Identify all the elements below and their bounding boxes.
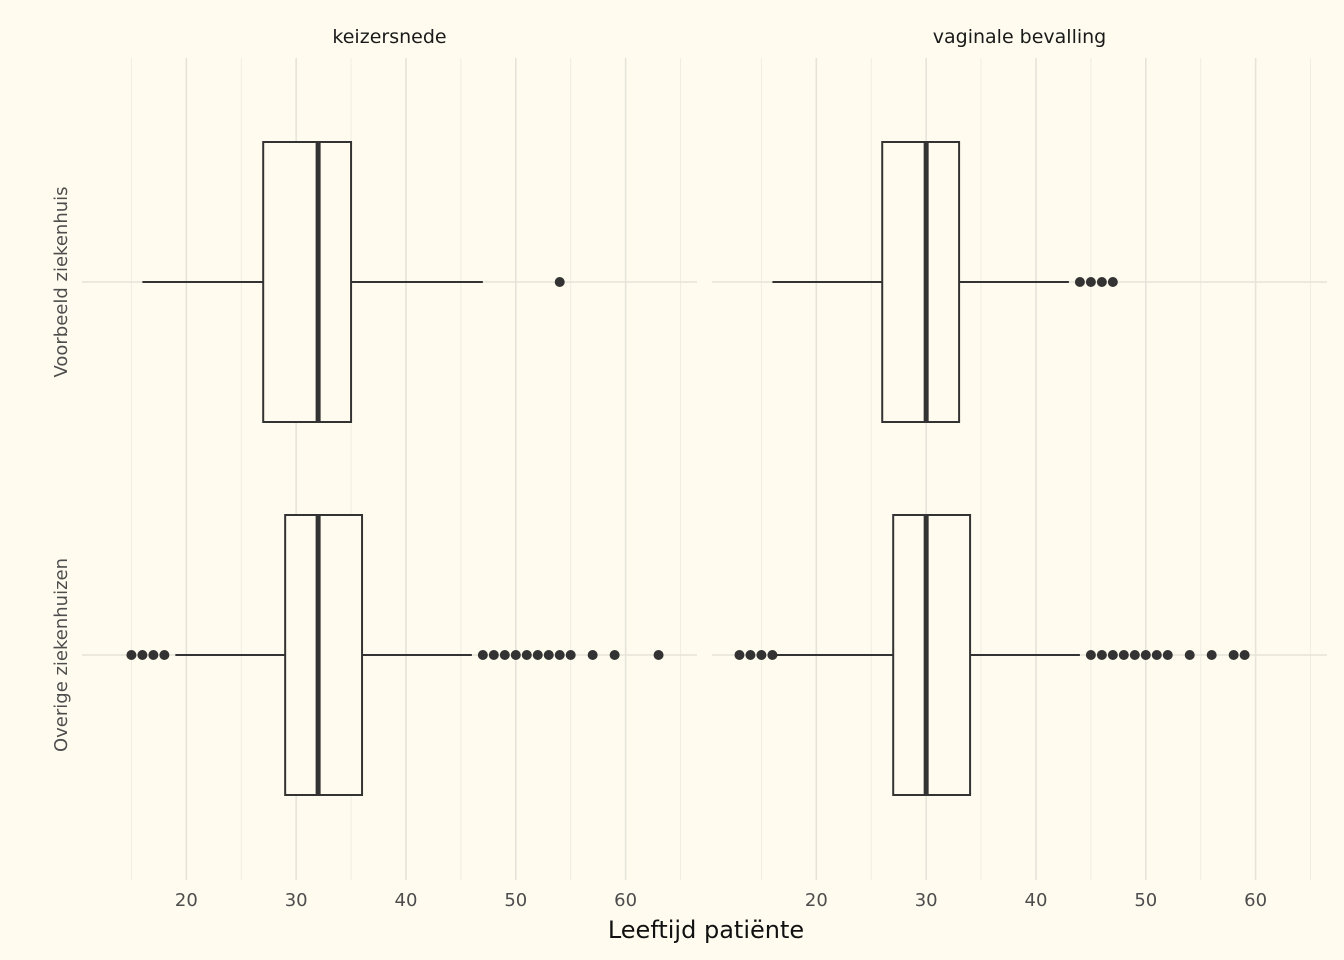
outlier-point <box>554 277 565 287</box>
facet-panel-1: 20 30 40 50 60 vaginale bevalling <box>712 26 1327 911</box>
outlier-point <box>1085 650 1096 660</box>
outlier-point <box>148 650 159 660</box>
outlier-point <box>1151 650 1162 660</box>
outlier-point <box>126 650 137 660</box>
outlier-point <box>1107 277 1118 287</box>
outlier-point <box>1140 650 1151 660</box>
outlier-point <box>159 650 170 660</box>
outlier-point <box>653 650 664 660</box>
y-category-label: Voorbeeld ziekenhuis <box>51 186 72 377</box>
facet-title: keizersnede <box>332 26 446 48</box>
outlier-point <box>477 650 488 660</box>
outlier-point <box>521 650 532 660</box>
box-iqr <box>262 141 353 423</box>
outlier-point <box>510 650 521 660</box>
facet-panel-0: 20 30 40 50 60 keizersnede <box>82 26 697 911</box>
outlier-point <box>1096 650 1107 660</box>
outlier-point <box>1107 650 1118 660</box>
outlier-point <box>1228 650 1239 660</box>
outlier-point <box>1206 650 1217 660</box>
x-tick-label: 30 <box>915 890 938 911</box>
x-axis-title: Leeftijd patiënte <box>608 916 804 944</box>
outlier-point <box>745 650 756 660</box>
x-tick-label: 60 <box>1244 890 1267 911</box>
y-category-label: Overige ziekenhuizen <box>51 558 72 752</box>
outlier-point <box>1118 650 1129 660</box>
box-iqr <box>892 514 972 796</box>
x-tick-label: 20 <box>175 890 198 911</box>
outlier-point <box>734 650 745 660</box>
outlier-point <box>543 650 554 660</box>
x-tick-label: 20 <box>805 890 828 911</box>
outlier-point <box>488 650 499 660</box>
outlier-point <box>1129 650 1140 660</box>
outlier-point <box>499 650 510 660</box>
x-tick-label: 40 <box>1025 890 1048 911</box>
box-iqr <box>284 514 364 796</box>
box-iqr <box>881 141 961 423</box>
outlier-point <box>1096 277 1107 287</box>
outlier-point <box>554 650 565 660</box>
facet-title: vaginale bevalling <box>933 26 1107 48</box>
outlier-point <box>1074 277 1085 287</box>
x-tick-label: 50 <box>504 890 527 911</box>
outlier-point <box>1184 650 1195 660</box>
outlier-point <box>1239 650 1250 660</box>
outlier-point <box>609 650 620 660</box>
facet-panels: 20 30 40 50 60 keizersnede 20 30 40 50 60 vaginale … <box>51 26 1327 911</box>
x-tick-label: 30 <box>285 890 308 911</box>
outlier-point <box>1085 277 1096 287</box>
outlier-point <box>767 650 778 660</box>
outlier-point <box>587 650 598 660</box>
outlier-point <box>565 650 576 660</box>
outlier-point <box>1162 650 1173 660</box>
x-tick-label: 40 <box>395 890 418 911</box>
outlier-point <box>137 650 148 660</box>
x-tick-label: 60 <box>614 890 637 911</box>
outlier-point <box>756 650 767 660</box>
x-tick-label: 50 <box>1134 890 1157 911</box>
outlier-point <box>532 650 543 660</box>
